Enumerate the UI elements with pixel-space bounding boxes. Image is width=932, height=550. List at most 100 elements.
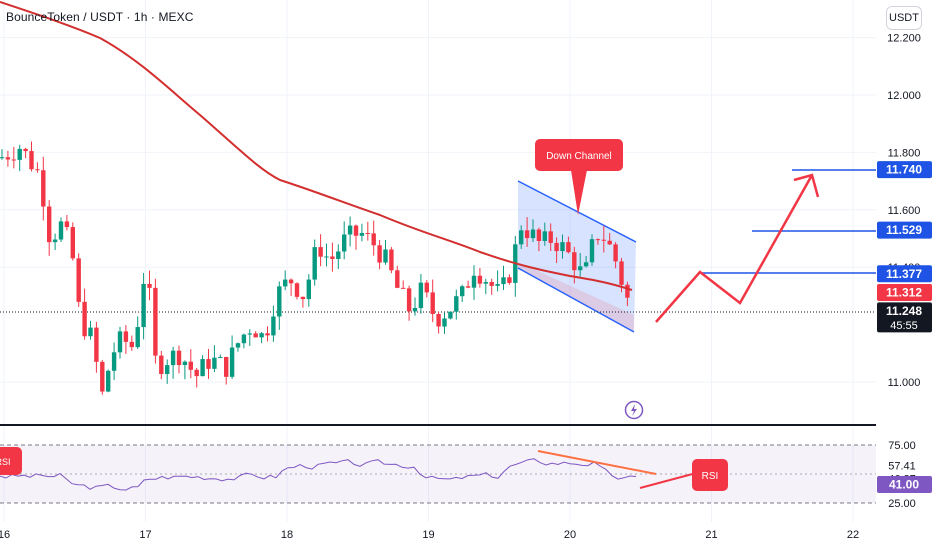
candle-body xyxy=(111,352,117,371)
candle-body xyxy=(566,242,571,253)
price-tick-label: 11.800 xyxy=(888,147,921,159)
candle-body xyxy=(47,206,52,243)
candle-body xyxy=(224,356,229,377)
candle-body xyxy=(560,242,565,252)
candle-body xyxy=(483,282,488,284)
candle-body xyxy=(153,287,158,356)
projection-arrowhead xyxy=(793,173,820,198)
candle-body xyxy=(365,233,370,235)
svg-text:RSI: RSI xyxy=(702,471,719,482)
down-channel-label: Down Channel xyxy=(546,151,612,162)
candle-body xyxy=(159,355,164,375)
candle-body xyxy=(530,229,536,239)
candle-body xyxy=(501,277,506,285)
candle-body xyxy=(52,239,58,243)
candle-body xyxy=(342,234,347,252)
candle-body xyxy=(76,258,81,302)
candle-body xyxy=(524,230,530,239)
candle-body xyxy=(495,284,500,286)
down-channel-callout[interactable]: Down Channel xyxy=(535,139,623,215)
candle-body xyxy=(194,369,199,377)
candle-body xyxy=(247,333,252,335)
candle-body xyxy=(454,296,459,312)
channel-lower-line[interactable] xyxy=(517,267,635,333)
candle-body xyxy=(206,359,211,369)
candle-body xyxy=(241,334,247,344)
candle-body xyxy=(371,233,376,246)
candle-body xyxy=(359,233,365,236)
rsi-divergence-line[interactable] xyxy=(537,450,657,475)
candle-body xyxy=(129,341,134,348)
candle-body xyxy=(465,286,471,288)
price-tick-label: 11.600 xyxy=(888,205,921,217)
currency-button[interactable]: USDT xyxy=(886,6,922,30)
candle-body xyxy=(23,148,28,152)
rsi-annotation[interactable]: RSI xyxy=(692,459,728,491)
candle-body xyxy=(141,283,146,328)
candle-body xyxy=(70,227,75,259)
candle-body xyxy=(418,282,424,309)
time-tick-label: 21 xyxy=(705,529,717,541)
price-label-last: 11.248 45:55 xyxy=(877,302,932,333)
candle-body xyxy=(188,361,193,370)
candle-body xyxy=(283,279,288,287)
time-tick-label: 20 xyxy=(564,529,576,541)
candle-body xyxy=(182,361,188,366)
candle-body xyxy=(353,225,359,236)
candle-body xyxy=(389,249,394,271)
candle-body xyxy=(41,170,46,207)
candle-body xyxy=(430,292,435,314)
candle-body xyxy=(406,288,412,312)
chart-title: BounceToken / USDT · 1h · MEXC xyxy=(6,10,194,24)
candle-body xyxy=(625,284,630,298)
rsi-tick-label: 75.00 xyxy=(888,440,916,452)
projection-arrow[interactable] xyxy=(655,174,814,323)
price-tick-label: 12.200 xyxy=(887,33,921,45)
candle-body xyxy=(619,261,624,285)
rsi-tick-label: 25.00 xyxy=(888,498,916,510)
candle-body xyxy=(35,169,40,171)
candle-body xyxy=(542,231,547,242)
channel-upper-line[interactable] xyxy=(517,180,637,243)
candle-body xyxy=(271,316,276,336)
time-tick-label: 22 xyxy=(847,529,859,541)
candle-body xyxy=(601,239,606,241)
moving-average-line[interactable] xyxy=(0,1,633,291)
price-label-text: 11.529 xyxy=(886,223,922,237)
candle-body xyxy=(265,333,270,336)
candle-body xyxy=(554,242,559,252)
price-label-level: 11.529 xyxy=(877,221,932,239)
candle-body xyxy=(135,327,140,348)
candle-body xyxy=(536,229,542,242)
candle-body xyxy=(29,151,34,170)
candle-body xyxy=(460,286,465,297)
candle-body xyxy=(336,251,341,259)
countdown-text: 45:55 xyxy=(890,320,918,332)
candle-body xyxy=(477,275,483,284)
candle-body xyxy=(165,365,170,375)
lightning-icon[interactable] xyxy=(624,400,644,420)
pane-separator[interactable] xyxy=(0,424,876,426)
candle-body xyxy=(200,359,205,377)
candle-body xyxy=(235,343,241,348)
candle-body xyxy=(88,327,93,337)
price-tick-label: 11.000 xyxy=(888,377,921,389)
candle-body xyxy=(595,239,601,241)
rsi-badge[interactable]: RSI xyxy=(0,447,22,475)
candle-body xyxy=(294,283,300,297)
candle-body xyxy=(218,356,223,358)
candle-body xyxy=(607,240,612,245)
candle-body xyxy=(229,347,235,377)
svg-text:RSI: RSI xyxy=(0,457,11,467)
candle-body xyxy=(436,313,441,327)
price-label-text: 11.312 xyxy=(886,285,922,299)
price-label-text: 11.740 xyxy=(886,163,922,177)
candle-body xyxy=(324,256,329,258)
candle-body xyxy=(471,275,477,288)
rsi-line[interactable] xyxy=(0,458,637,491)
candle-body xyxy=(395,270,400,288)
time-axis[interactable]: 16 17 18 19 20 21 22 xyxy=(0,529,859,541)
channel-fill xyxy=(518,181,636,332)
